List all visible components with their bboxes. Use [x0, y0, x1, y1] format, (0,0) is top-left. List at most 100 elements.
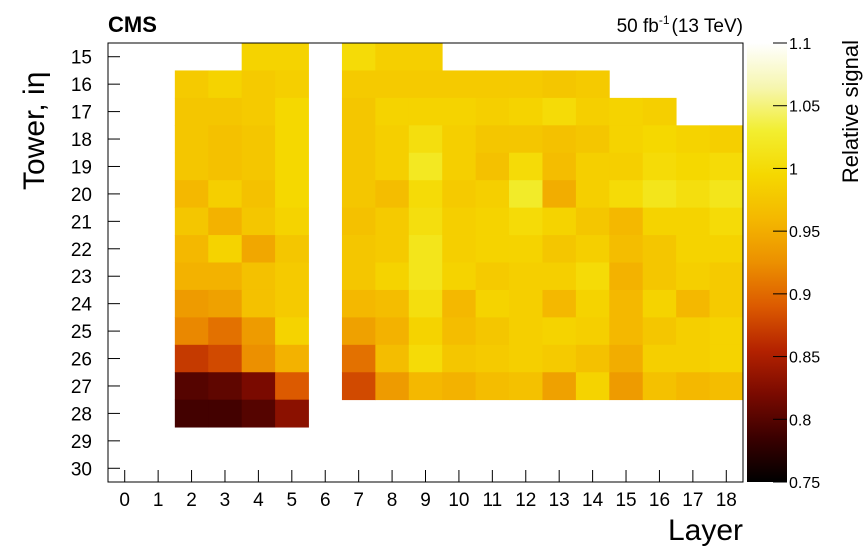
- heatmap-cell: [375, 289, 410, 318]
- y-tick-label: 22: [71, 240, 92, 261]
- x-axis-ticks: 0 1 2 3 4 5 6 7 8 9 10 11 12 13 14 15 16 17 18: [119, 470, 737, 511]
- heatmap-cell: [375, 152, 410, 181]
- heatmap-cell: [341, 70, 376, 99]
- heatmap-cell: [341, 344, 376, 373]
- heatmap-cell: [509, 70, 543, 99]
- x-tick-label: 9: [420, 490, 431, 511]
- heatmap-cell: [375, 317, 410, 346]
- heatmap-cell: [709, 180, 744, 209]
- heatmap-cell: [408, 125, 443, 154]
- heatmap-cell: [174, 180, 209, 209]
- heatmap-cell: [408, 289, 443, 318]
- heatmap-cell: [609, 207, 644, 236]
- heatmap-cell: [174, 344, 209, 373]
- heatmap-cell: [442, 344, 477, 373]
- heatmap-cell: [542, 289, 577, 318]
- y-axis-label: Tower, iη: [18, 72, 51, 190]
- heatmap-cell: [709, 207, 744, 236]
- heatmap-cell: [509, 97, 543, 126]
- heatmap-cell: [475, 235, 510, 263]
- heatmap-cell: [475, 70, 510, 99]
- experiment-label: CMS: [108, 12, 157, 37]
- heatmap-cell: [341, 180, 376, 209]
- heatmap-cell: [676, 180, 710, 209]
- heatmap-cell: [609, 317, 644, 346]
- heatmap-cell: [442, 262, 477, 291]
- z-tick-label: 0.95: [789, 224, 820, 241]
- heatmap-cell: [208, 289, 243, 318]
- heatmap-cell: [375, 207, 410, 236]
- x-tick-label: 7: [353, 490, 364, 511]
- x-tick-label: 0: [119, 490, 130, 511]
- heatmap-cell: [609, 344, 644, 373]
- heatmap-cell: [275, 207, 309, 236]
- heatmap-cell: [509, 317, 543, 346]
- y-tick-label: 15: [71, 48, 92, 69]
- heatmap-cell: [375, 262, 410, 291]
- heatmap-cell: [442, 180, 477, 209]
- heatmap-cell: [275, 70, 309, 99]
- heatmap-cell: [442, 372, 477, 401]
- heatmap-cell: [375, 180, 410, 209]
- heatmap-cell: [509, 262, 543, 291]
- heatmap-cell: [174, 235, 209, 263]
- heatmap-cell: [676, 207, 710, 236]
- heatmap-cell: [475, 180, 510, 209]
- heatmap-cell: [575, 344, 610, 373]
- heatmap-cell: [241, 289, 276, 318]
- y-tick-label: 23: [71, 267, 92, 288]
- heatmap-cell: [676, 152, 710, 181]
- heatmap-cell: [174, 399, 209, 428]
- heatmap-cell: [241, 125, 276, 154]
- heatmap-cell: [275, 152, 309, 181]
- heatmap-cell: [642, 317, 677, 346]
- heatmap-cell: [341, 125, 376, 154]
- heatmap-cell: [709, 125, 744, 154]
- heatmap-cell: [375, 372, 410, 401]
- heatmap-cells: [174, 43, 744, 428]
- heatmap-cell: [442, 207, 477, 236]
- y-tick-label: 19: [71, 157, 92, 178]
- heatmap-cell: [442, 125, 477, 154]
- heatmap-cell: [341, 262, 376, 291]
- x-tick-label: 16: [649, 490, 670, 511]
- heatmap-cell: [609, 289, 644, 318]
- y-tick-label: 16: [71, 75, 92, 96]
- x-tick-label: 8: [387, 490, 398, 511]
- heatmap-cell: [609, 97, 644, 126]
- heatmap-cell: [575, 262, 610, 291]
- heatmap-cell: [208, 152, 243, 181]
- heatmap-cell: [642, 235, 677, 263]
- heatmap-cell: [542, 180, 577, 209]
- x-tick-label: 17: [682, 490, 703, 511]
- heatmap-cell: [642, 207, 677, 236]
- heatmap-cell: [475, 125, 510, 154]
- z-tick-label: 0.75: [789, 475, 820, 492]
- heatmap-cell: [475, 152, 510, 181]
- heatmap-cell: [509, 289, 543, 318]
- heatmap-cell: [542, 235, 577, 263]
- heatmap-cell: [475, 344, 510, 373]
- z-tick-label: 0.9: [789, 287, 811, 304]
- heatmap-cell: [575, 125, 610, 154]
- x-tick-label: 10: [448, 490, 469, 511]
- heatmap-cell: [709, 289, 744, 318]
- heatmap-cell: [174, 70, 209, 99]
- heatmap-cell: [208, 235, 243, 263]
- heatmap-cell: [208, 125, 243, 154]
- heatmap-cell: [542, 317, 577, 346]
- heatmap-cell: [509, 125, 543, 154]
- heatmap-cell: [442, 97, 477, 126]
- heatmap-cell: [275, 43, 309, 71]
- x-tick-label: 12: [515, 490, 536, 511]
- heatmap-cell: [442, 70, 477, 99]
- heatmap-cell: [709, 344, 744, 373]
- heatmap-cell: [375, 344, 410, 373]
- heatmap-cell: [408, 235, 443, 263]
- heatmap-cell: [241, 372, 276, 401]
- heatmap-cell: [241, 180, 276, 209]
- heatmap-cell: [642, 125, 677, 154]
- x-tick-label: 4: [253, 490, 264, 511]
- heatmap-cell: [509, 152, 543, 181]
- heatmap-cell: [709, 317, 744, 346]
